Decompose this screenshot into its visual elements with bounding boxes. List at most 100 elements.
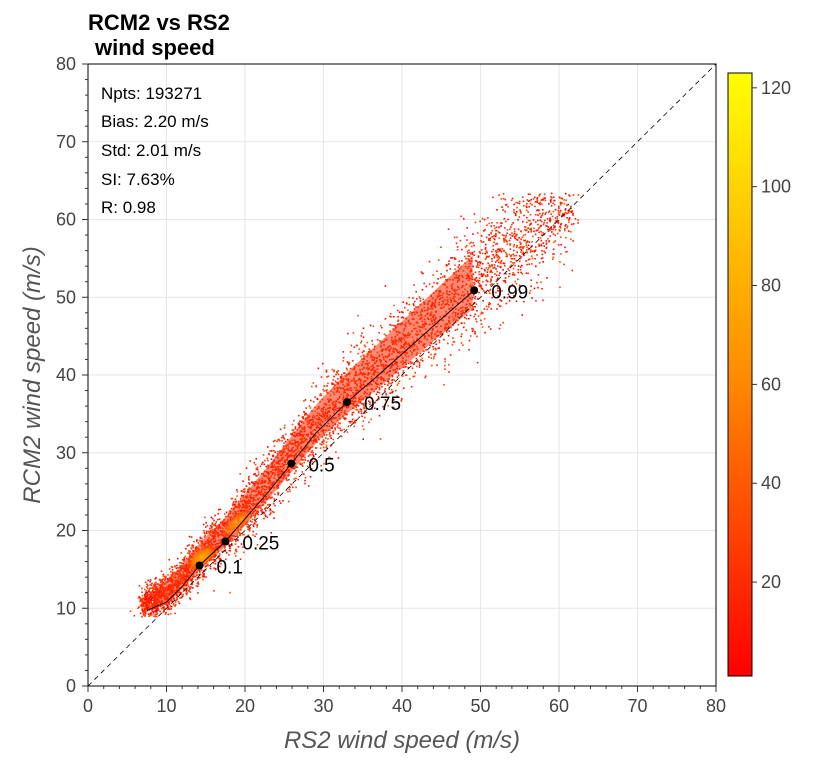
density-point [360, 409, 363, 411]
density-point [449, 268, 452, 270]
density-point [230, 543, 233, 546]
density-point [445, 279, 447, 281]
density-point [243, 488, 245, 491]
density-point [161, 579, 164, 581]
density-point [476, 335, 478, 338]
density-point [396, 323, 399, 325]
density-point [243, 490, 246, 493]
density-point [345, 367, 348, 370]
density-point [485, 279, 488, 282]
density-point [554, 217, 557, 219]
density-point [303, 461, 305, 464]
density-point [197, 583, 200, 585]
density-point [143, 602, 145, 605]
density-point [205, 576, 207, 578]
density-point [234, 500, 236, 503]
density-point [490, 269, 492, 272]
density-point [511, 283, 514, 286]
density-point [148, 598, 151, 601]
density-point [329, 435, 332, 437]
density-point [303, 473, 305, 476]
density-point [273, 493, 276, 496]
density-point [461, 333, 463, 335]
density-point [444, 360, 446, 363]
density-point [465, 245, 468, 247]
density-point [376, 338, 379, 341]
density-point [405, 302, 408, 304]
density-point [225, 551, 228, 554]
density-point [223, 560, 225, 563]
density-point [492, 196, 494, 199]
density-point [424, 376, 426, 379]
density-point [178, 593, 181, 596]
density-point [498, 194, 500, 196]
density-point [468, 339, 471, 342]
density-point [454, 268, 456, 271]
density-point [517, 278, 519, 281]
density-point [415, 306, 417, 308]
density-point [484, 247, 487, 249]
density-point [540, 234, 543, 236]
density-point [512, 267, 515, 270]
density-point [144, 581, 147, 584]
density-point [550, 192, 553, 195]
density-point [147, 590, 150, 593]
density-point [403, 306, 406, 309]
density-point [400, 316, 403, 319]
density-point [479, 220, 481, 223]
density-point [542, 299, 544, 302]
density-point [485, 236, 488, 239]
density-point [539, 212, 541, 215]
density-point [519, 243, 522, 245]
density-point [384, 388, 387, 390]
density-point [526, 246, 528, 248]
density-point [544, 199, 547, 202]
density-point [176, 595, 179, 598]
density-point [352, 332, 355, 334]
density-point [451, 257, 454, 259]
density-point [513, 262, 516, 264]
density-point [539, 201, 542, 204]
density-point [257, 511, 260, 513]
density-point [342, 360, 345, 362]
density-point [304, 456, 306, 459]
density-point [477, 315, 480, 317]
density-point [488, 237, 490, 240]
density-point [544, 197, 546, 199]
density-point [242, 495, 245, 497]
density-point [266, 516, 269, 519]
density-point [262, 454, 265, 456]
density-point [433, 281, 435, 284]
density-point [274, 439, 276, 442]
density-point [191, 545, 193, 547]
density-point [282, 436, 285, 439]
density-point [250, 481, 253, 484]
density-point [486, 273, 489, 276]
density-point [416, 360, 419, 362]
density-point [337, 424, 339, 426]
density-point [363, 412, 366, 414]
density-point [218, 508, 220, 511]
density-point [385, 334, 387, 337]
density-point [153, 584, 155, 586]
density-point [518, 216, 521, 218]
density-point [402, 370, 405, 372]
density-point [488, 303, 490, 306]
density-point [528, 205, 530, 208]
density-point [371, 399, 374, 402]
density-point [284, 440, 287, 443]
density-point [133, 614, 136, 617]
density-point [310, 451, 313, 454]
density-point [563, 263, 565, 266]
density-point [213, 559, 216, 561]
density-point [284, 433, 287, 436]
density-point [269, 513, 271, 516]
density-point [449, 354, 452, 356]
density-point [545, 246, 548, 249]
density-point [495, 232, 497, 235]
density-point [177, 601, 180, 603]
density-point [453, 341, 456, 343]
density-point [151, 589, 154, 592]
density-point [494, 261, 497, 263]
density-point [458, 349, 461, 351]
